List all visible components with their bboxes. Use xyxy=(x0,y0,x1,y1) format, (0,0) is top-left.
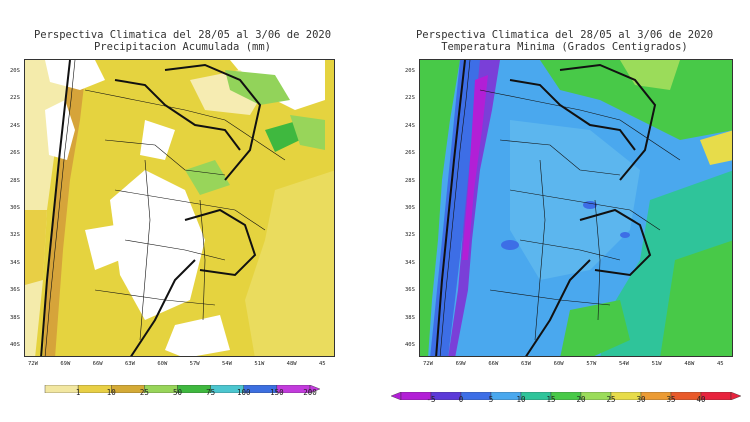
precipitation-title-line1: Perspectiva Climatica del 28/05 al 3/06 … xyxy=(33,29,332,41)
lon-tick-label: 54W xyxy=(619,361,629,367)
colorbar-label: 5 xyxy=(488,395,494,404)
colorbar-label: 35 xyxy=(666,395,676,404)
lat-tick-label: 24S xyxy=(405,122,415,129)
lat-tick-label: 34S xyxy=(405,259,415,266)
lat-tick-label: 26S xyxy=(10,150,20,157)
lat-tick-label: 32S xyxy=(10,232,20,239)
colorbar-label: 1 xyxy=(75,388,81,397)
temperature-title-line2: Temperatura Minima (Grados Centigrados) xyxy=(441,41,688,53)
lat-tick-label: 32S xyxy=(405,232,415,239)
temperature-title-line1: Perspectiva Climatica del 28/05 al 3/06 … xyxy=(415,29,714,41)
colorbar-label: 20 xyxy=(576,395,586,404)
lon-tick-label: 66W xyxy=(488,361,499,367)
lon-tick-label: 48W xyxy=(684,361,695,367)
lon-tick-label: 72W xyxy=(28,361,38,367)
lat-tick-label: 20S xyxy=(405,68,415,74)
lon-tick-label: 45 xyxy=(319,361,326,367)
colorbar-label: 150 xyxy=(270,388,284,397)
colorbar-arrow-left xyxy=(390,391,402,401)
colorbar-label: 25 xyxy=(606,395,616,404)
colorbar-label: 10 xyxy=(516,395,526,404)
lon-tick-label: 57W xyxy=(189,361,200,367)
lat-tick-label: 20S xyxy=(10,68,20,74)
lat-tick-label: 34S xyxy=(10,259,20,266)
colorbar-label: 25 xyxy=(139,388,149,397)
temperature-panel: Perspectiva Climatica del 28/05 al 3/06 … xyxy=(375,0,750,422)
lat-tick-label: 38S xyxy=(10,314,20,321)
lon-tick-label: 48W xyxy=(286,361,297,367)
colorbar-arrow-right xyxy=(309,384,321,394)
lon-tick-label: 45 xyxy=(717,361,724,367)
colorbar-swatch xyxy=(44,384,79,394)
colorbar-label: 30 xyxy=(636,395,646,404)
precipitation-colorbar: 1 10 25 50 75 100 150 200 xyxy=(35,378,321,397)
precipitation-title: Perspectiva Climatica del 28/05 al 3/06 … xyxy=(10,29,355,53)
lat-tick-label: 40S xyxy=(10,342,20,348)
precipitation-colorbar-svg xyxy=(44,384,321,394)
colorbar-label: 75 xyxy=(206,388,216,397)
colorbar-label: 0 xyxy=(458,395,464,404)
lon-tick-label: 60W xyxy=(157,361,168,367)
colorbar-label: 100 xyxy=(236,388,251,397)
lon-tick-label: 51W xyxy=(651,361,662,367)
colorbar-swatch xyxy=(460,391,492,401)
lon-tick-label: 66W xyxy=(92,361,103,367)
lat-tick-label: 38S xyxy=(405,314,415,321)
lon-tick-label: 72W xyxy=(423,361,433,367)
precipitation-panel: Perspectiva Climatica del 28/05 al 3/06 … xyxy=(10,29,355,397)
lat-tick-label: 28S xyxy=(405,177,415,184)
temperature-map-svg xyxy=(420,60,732,356)
lat-tick-label: 40S xyxy=(405,342,415,348)
lat-tick-label: 22S xyxy=(10,95,20,102)
temperature-map xyxy=(419,59,733,357)
colorbar-label: 50 xyxy=(172,388,183,397)
colorbar-label: -5 xyxy=(426,395,436,404)
colorbar-arrow-right xyxy=(730,391,742,401)
colorbar-label: 40 xyxy=(696,395,706,404)
lon-tick-label: 60W xyxy=(553,361,564,367)
lat-tick-label: 36S xyxy=(405,287,415,294)
colorbar-label: 200 xyxy=(303,388,317,397)
lat-tick-label: 30S xyxy=(10,205,20,211)
lat-tick-label: 30S xyxy=(405,205,415,211)
lat-tick-label: 24S xyxy=(10,122,20,129)
lon-tick-label: 51W xyxy=(254,361,265,367)
precipitation-map xyxy=(24,59,335,357)
precipitation-map-svg xyxy=(25,60,334,356)
temperature-colorbar: -5 0 5 10 15 20 25 30 35 40 xyxy=(390,385,742,404)
lat-tick-label: 36S xyxy=(10,287,20,294)
temperature-colorbar-svg xyxy=(390,391,742,401)
lat-tick-label: 22S xyxy=(405,95,415,102)
lat-tick-label: 26S xyxy=(405,150,415,157)
temperature-title: Perspectiva Climatica del 28/05 al 3/06 … xyxy=(387,29,742,53)
lon-tick-label: 63W xyxy=(125,361,135,367)
colorbar-label: 15 xyxy=(546,395,556,404)
lat-tick-label: 28S xyxy=(10,177,20,184)
lon-tick-label: 57W xyxy=(586,361,597,367)
colorbar-label: 10 xyxy=(106,388,116,397)
precipitation-title-line2: Precipitacion Acumulada (mm) xyxy=(93,41,271,53)
lon-tick-label: 69W xyxy=(60,361,71,367)
lon-tick-label: 63W xyxy=(521,361,531,367)
lon-tick-label: 69W xyxy=(455,361,466,367)
lon-tick-label: 54W xyxy=(222,361,232,367)
